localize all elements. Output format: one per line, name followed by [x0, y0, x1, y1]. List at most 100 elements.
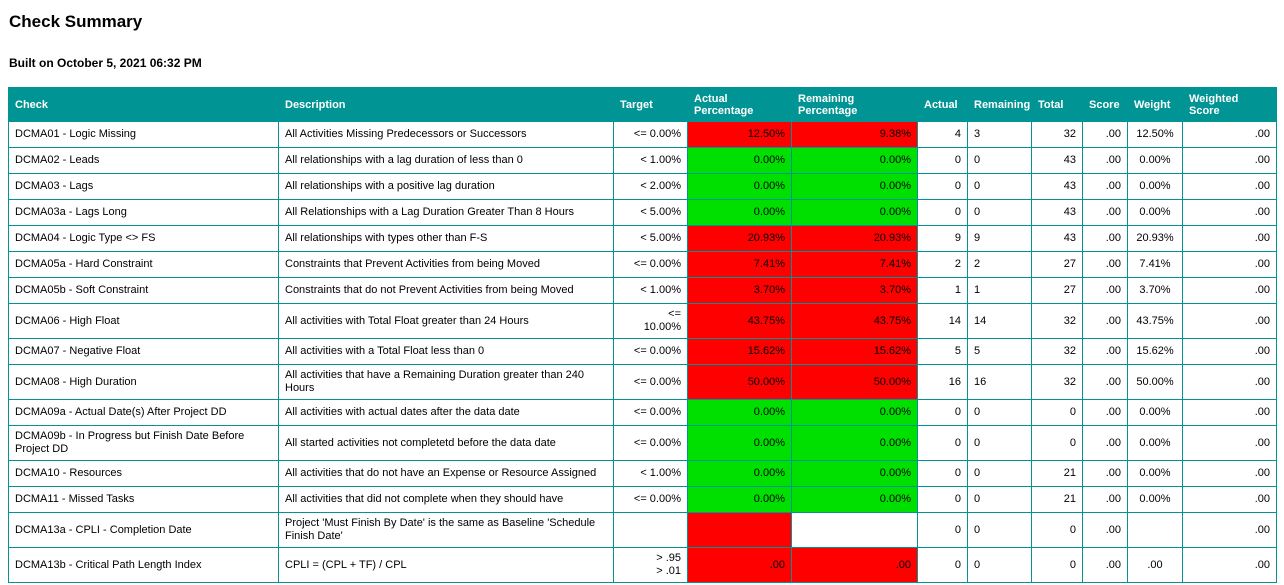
- weighted-score-cell: .00: [1182, 147, 1277, 174]
- score-cell: .00: [1082, 399, 1128, 426]
- remaining-count-cell: 0: [967, 199, 1032, 226]
- weight-cell: 0.00%: [1127, 147, 1183, 174]
- remaining-percentage-cell: 0.00%: [791, 173, 918, 200]
- score-cell: .00: [1082, 173, 1128, 200]
- actual-count-cell: 0: [917, 486, 968, 513]
- table-header: Check Description Target Actual Percenta…: [8, 87, 1277, 122]
- actual-percentage-cell: 20.93%: [687, 225, 792, 252]
- check-summary-table: Check Description Target Actual Percenta…: [8, 87, 1277, 583]
- weight-cell: 0.00%: [1127, 486, 1183, 513]
- actual-count-cell: 2: [917, 251, 968, 278]
- target-cell: <= 0.00%: [613, 425, 688, 461]
- description-cell: CPLI = (CPL + TF) / CPL: [278, 547, 614, 583]
- page-title: Check Summary: [9, 12, 143, 31]
- total-cell: 43: [1031, 199, 1083, 226]
- remaining-count-cell: 0: [967, 512, 1032, 548]
- description-cell: Project 'Must Finish By Date' is the sam…: [278, 512, 614, 548]
- check-cell: DCMA09b - In Progress but Finish Date Be…: [8, 425, 279, 461]
- total-cell: 32: [1031, 364, 1083, 400]
- score-cell: .00: [1082, 147, 1128, 174]
- actual-percentage-cell: 3.70%: [687, 277, 792, 304]
- weight-cell: 15.62%: [1127, 338, 1183, 365]
- weighted-score-cell: .00: [1182, 199, 1277, 226]
- table-row: DCMA08 - High Duration All activities th…: [8, 364, 1277, 400]
- remaining-count-cell: 9: [967, 225, 1032, 252]
- column-header-actual: Actual: [917, 87, 968, 122]
- remaining-percentage-cell: [791, 512, 918, 548]
- weighted-score-cell: .00: [1182, 173, 1277, 200]
- score-cell: .00: [1082, 512, 1128, 548]
- description-cell: All relationships with types other than …: [278, 225, 614, 252]
- weighted-score-cell: .00: [1182, 460, 1277, 487]
- description-cell: All Activities Missing Predecessors or S…: [278, 121, 614, 148]
- score-cell: .00: [1082, 547, 1128, 583]
- remaining-percentage-cell: 0.00%: [791, 147, 918, 174]
- weight-cell: .00: [1127, 547, 1183, 583]
- table-row: DCMA13a - CPLI - Completion Date Project…: [8, 512, 1277, 548]
- score-cell: .00: [1082, 460, 1128, 487]
- actual-percentage-cell: 50.00%: [687, 364, 792, 400]
- column-header-weight: Weight: [1127, 87, 1183, 122]
- weighted-score-cell: .00: [1182, 425, 1277, 461]
- description-cell: All started activities not completetd be…: [278, 425, 614, 461]
- target-cell: < 5.00%: [613, 225, 688, 252]
- total-cell: 21: [1031, 460, 1083, 487]
- remaining-count-cell: 1: [967, 277, 1032, 304]
- column-header-remaining: Remaining: [967, 87, 1032, 122]
- score-cell: .00: [1082, 251, 1128, 278]
- actual-percentage-cell: 0.00%: [687, 460, 792, 487]
- actual-count-cell: 0: [917, 399, 968, 426]
- description-cell: All activities that have a Remaining Dur…: [278, 364, 614, 400]
- target-cell: < 1.00%: [613, 460, 688, 487]
- weight-cell: 50.00%: [1127, 364, 1183, 400]
- check-cell: DCMA10 - Resources: [8, 460, 279, 487]
- remaining-count-cell: 0: [967, 399, 1032, 426]
- built-on-timestamp: Built on October 5, 2021 06:32 PM: [9, 56, 202, 70]
- column-header-target: Target: [613, 87, 688, 122]
- check-cell: DCMA06 - High Float: [8, 303, 279, 339]
- remaining-percentage-cell: 43.75%: [791, 303, 918, 339]
- weighted-score-cell: .00: [1182, 512, 1277, 548]
- remaining-count-cell: 16: [967, 364, 1032, 400]
- actual-percentage-cell: 0.00%: [687, 399, 792, 426]
- remaining-percentage-cell: 0.00%: [791, 460, 918, 487]
- total-cell: 32: [1031, 338, 1083, 365]
- table-row: DCMA13b - Critical Path Length Index CPL…: [8, 547, 1277, 583]
- remaining-count-cell: 2: [967, 251, 1032, 278]
- score-cell: .00: [1082, 338, 1128, 365]
- actual-count-cell: 9: [917, 225, 968, 252]
- description-cell: All activities that did not complete whe…: [278, 486, 614, 513]
- table-row: DCMA09a - Actual Date(s) After Project D…: [8, 399, 1277, 426]
- table-row: DCMA06 - High Float All activities with …: [8, 303, 1277, 339]
- table-row: DCMA09b - In Progress but Finish Date Be…: [8, 425, 1277, 461]
- weighted-score-cell: .00: [1182, 121, 1277, 148]
- total-cell: 27: [1031, 277, 1083, 304]
- target-cell: > .95 > .01: [613, 547, 688, 583]
- check-cell: DCMA04 - Logic Type <> FS: [8, 225, 279, 252]
- table-row: DCMA01 - Logic Missing All Activities Mi…: [8, 121, 1277, 148]
- table-row: DCMA07 - Negative Float All activities w…: [8, 338, 1277, 365]
- score-cell: .00: [1082, 277, 1128, 304]
- table-row: DCMA11 - Missed Tasks All activities tha…: [8, 486, 1277, 513]
- column-header-score: Score: [1082, 87, 1128, 122]
- remaining-percentage-cell: 20.93%: [791, 225, 918, 252]
- actual-percentage-cell: 0.00%: [687, 147, 792, 174]
- score-cell: .00: [1082, 303, 1128, 339]
- remaining-count-cell: 0: [967, 173, 1032, 200]
- check-cell: DCMA03a - Lags Long: [8, 199, 279, 226]
- column-header-actual-percentage: Actual Percentage: [687, 87, 792, 122]
- weight-cell: 43.75%: [1127, 303, 1183, 339]
- actual-count-cell: 5: [917, 338, 968, 365]
- check-summary-report: Check Summary Built on October 5, 2021 0…: [0, 12, 1284, 583]
- header-row: Check Description Target Actual Percenta…: [8, 87, 1277, 122]
- remaining-percentage-cell: 0.00%: [791, 425, 918, 461]
- table-row: DCMA05b - Soft Constraint Constraints th…: [8, 277, 1277, 304]
- weighted-score-cell: .00: [1182, 338, 1277, 365]
- target-cell: < 1.00%: [613, 147, 688, 174]
- column-header-remaining-percentage: Remaining Percentage: [791, 87, 918, 122]
- remaining-count-cell: 5: [967, 338, 1032, 365]
- description-cell: All activities with actual dates after t…: [278, 399, 614, 426]
- remaining-percentage-cell: 0.00%: [791, 486, 918, 513]
- remaining-count-cell: 0: [967, 425, 1032, 461]
- actual-percentage-cell: 0.00%: [687, 486, 792, 513]
